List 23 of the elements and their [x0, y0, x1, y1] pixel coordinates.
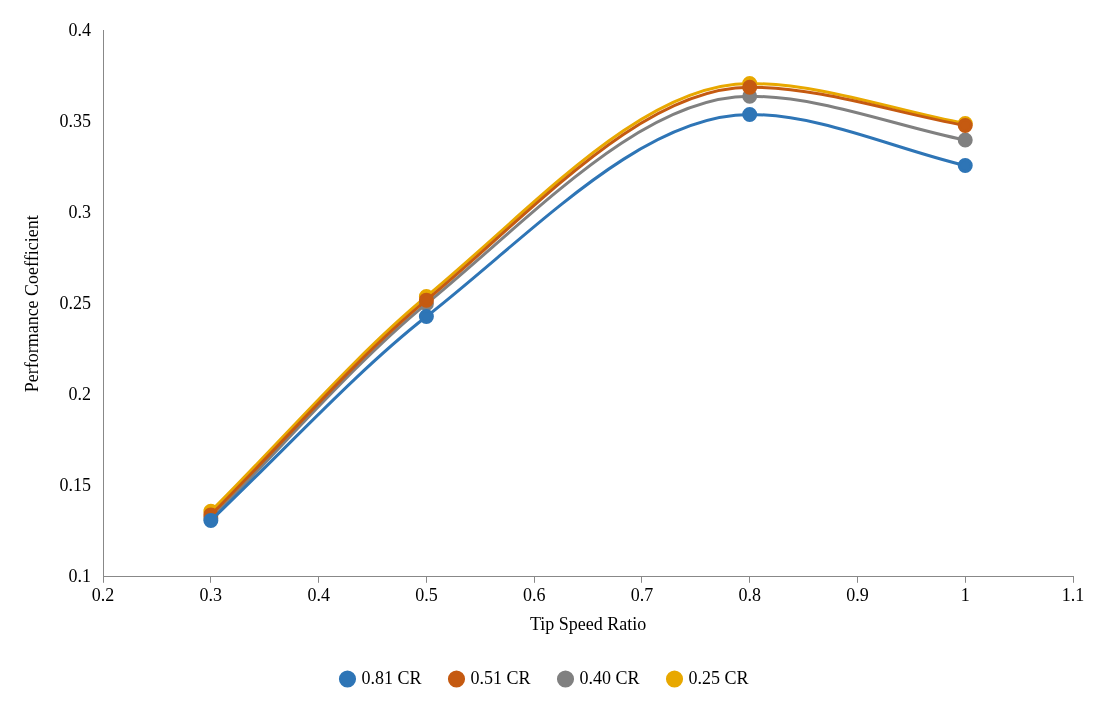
x-tick-label: 0.5	[415, 585, 438, 606]
x-tick-label: 1.1	[1061, 585, 1085, 606]
x-tick-label: 0.8	[738, 585, 761, 606]
x-tick-label: 0.7	[630, 585, 654, 606]
y-tick-label: 0.3	[68, 201, 92, 222]
x-tick-label: 0.4	[307, 585, 330, 606]
x-tick-label: 0.3	[199, 585, 223, 606]
y-tick-label: 0.1	[68, 565, 92, 586]
legend-label: 0.40 CR	[579, 667, 640, 688]
legend-label: 0.51 CR	[470, 667, 531, 688]
y-axis-title: Performance Coefficient	[21, 215, 42, 393]
y-tick-label: 0.15	[59, 474, 92, 495]
legend-label: 0.81 CR	[361, 667, 422, 688]
y-tick-label: 0.35	[59, 110, 92, 131]
x-axis-title: Tip Speed Ratio	[529, 613, 647, 634]
y-tick-label: 0.2	[68, 383, 92, 404]
y-tick-label: 0.25	[59, 292, 92, 313]
legend-label: 0.25 CR	[688, 667, 749, 688]
x-tick-label: 0.2	[91, 585, 115, 606]
x-tick-label: 0.6	[522, 585, 546, 606]
y-tick-label: 0.4	[68, 19, 92, 40]
x-tick-label: 0.9	[846, 585, 869, 606]
x-tick-label: 1	[960, 585, 970, 606]
